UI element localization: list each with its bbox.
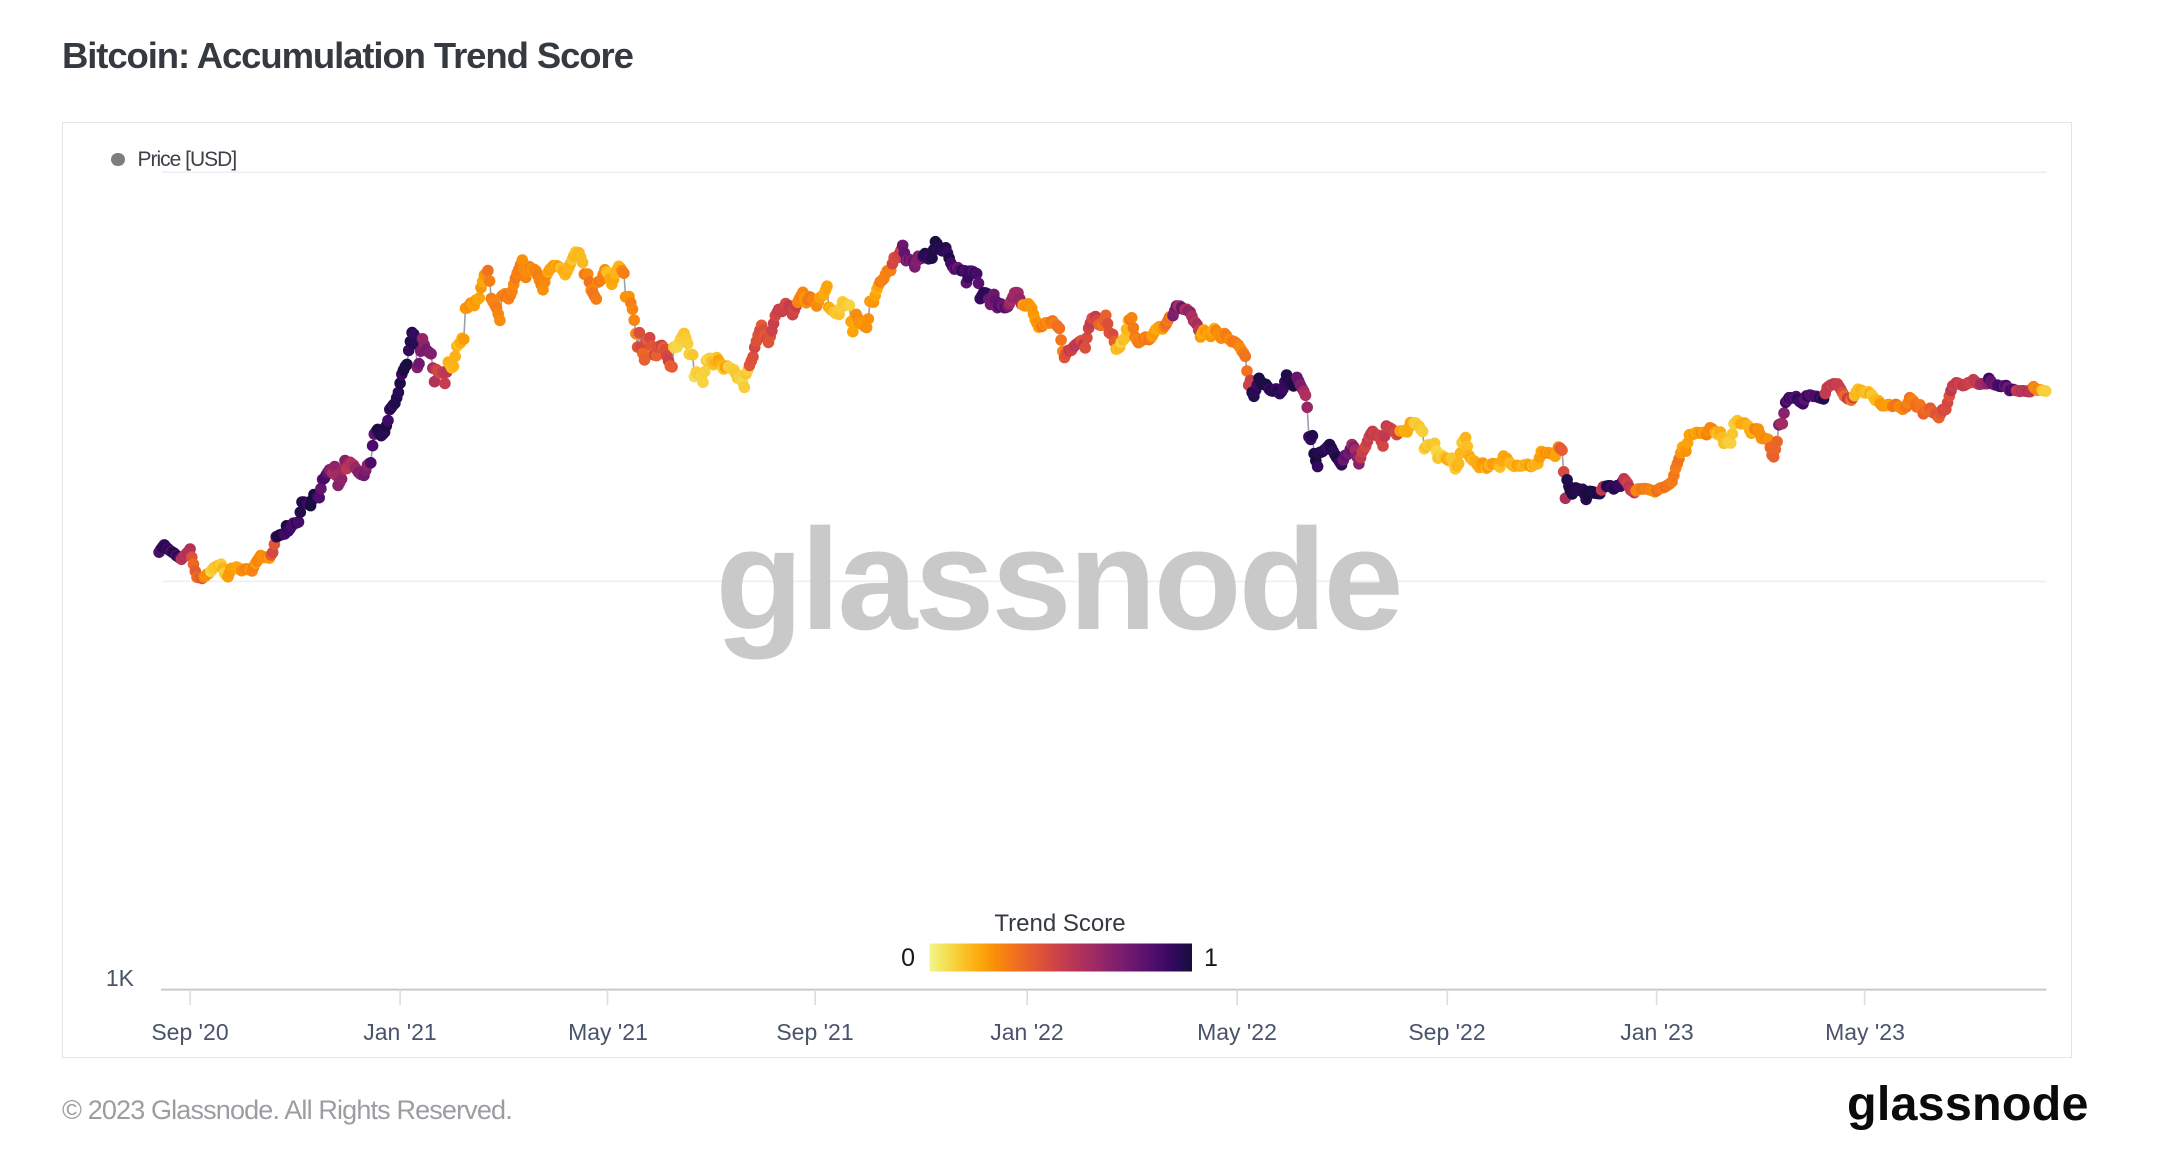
svg-text:glassnode: glassnode [715,499,1400,660]
